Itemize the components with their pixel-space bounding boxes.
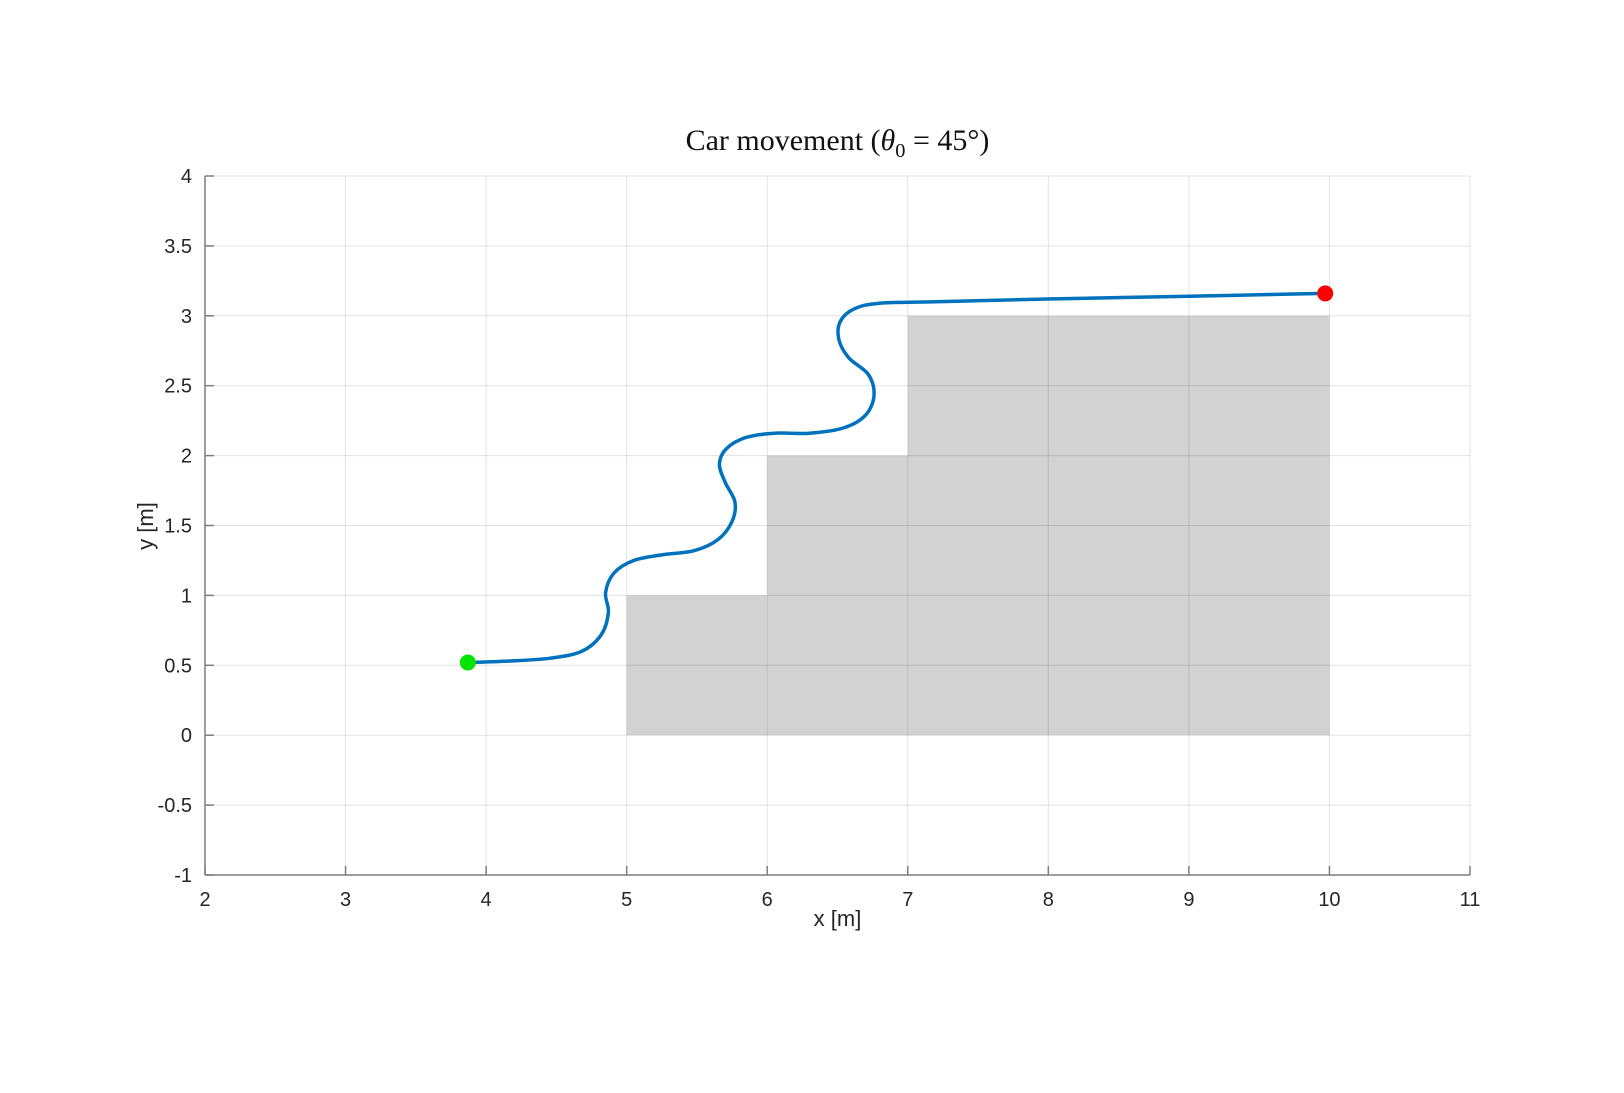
stair-step-1 (626, 595, 768, 736)
y-tick-label: 0.5 (164, 655, 192, 677)
y-tick-label: 0 (181, 725, 192, 747)
y-tick-label: 2.5 (164, 376, 192, 398)
y-tick-label: 1 (181, 585, 192, 607)
theta-subscript: 0 (895, 140, 906, 162)
x-tick-label: 4 (481, 889, 492, 911)
x-tick-label: 6 (762, 889, 773, 911)
tick-labels: 2 3 4 5 6 7 8 9 10 11 -1 -0.5 0 0.5 1 1.5 2 2.5 3 3.5 4 (158, 166, 1481, 911)
theta-symbol: θ (880, 124, 896, 157)
trajectory-line (466, 291, 1327, 665)
y-tick-label: 3.5 (164, 236, 192, 258)
x-tick-label: 5 (621, 889, 632, 911)
chart-title-value: = 45°) (905, 124, 990, 157)
x-tick-label: 2 (199, 889, 210, 911)
y-tick-label: -0.5 (158, 795, 192, 817)
chart-title: Car movement (θ0 = 45°) (205, 124, 1470, 163)
x-tick-label: 8 (1043, 889, 1054, 911)
y-tick-label: 2 (181, 446, 192, 468)
grid-lines (204, 175, 1471, 876)
y-axis-label: y [m] (133, 502, 158, 550)
x-tick-label: 11 (1460, 889, 1481, 911)
stair-step-3 (907, 315, 1330, 736)
y-tick-label: 4 (181, 166, 192, 188)
tick-marks (204, 175, 1471, 876)
start-point-marker (459, 654, 476, 671)
end-point-marker (1317, 285, 1334, 302)
x-tick-label: 9 (1183, 889, 1194, 911)
y-tick-label: -1 (174, 865, 192, 887)
x-axis-label: x [m] (813, 906, 862, 931)
y-tick-label: 3 (181, 306, 192, 328)
stair-step-2 (767, 455, 908, 736)
y-tick-label: 1.5 (164, 516, 192, 538)
x-tick-label: 3 (340, 889, 351, 911)
x-tick-label: 10 (1318, 889, 1340, 911)
x-tick-label: 7 (902, 889, 913, 911)
obstacle-regions (626, 315, 1330, 736)
chart-title-text: Car movement ( (685, 124, 881, 157)
